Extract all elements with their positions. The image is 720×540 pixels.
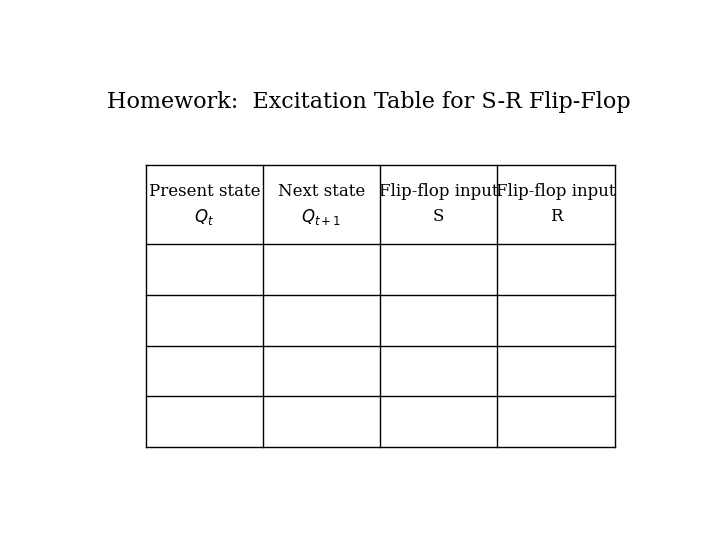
Text: Present state: Present state [148, 183, 260, 200]
Text: Next state: Next state [278, 183, 365, 200]
Text: Homework:  Excitation Table for S-R Flip-Flop: Homework: Excitation Table for S-R Flip-… [107, 91, 631, 113]
Text: R: R [549, 208, 562, 225]
Text: Flip-flop input: Flip-flop input [379, 183, 498, 200]
Text: Flip-flop input: Flip-flop input [496, 183, 616, 200]
Text: $Q_t$: $Q_t$ [194, 207, 215, 227]
Text: $Q_{t+1}$: $Q_{t+1}$ [302, 207, 342, 227]
Text: S: S [433, 208, 444, 225]
